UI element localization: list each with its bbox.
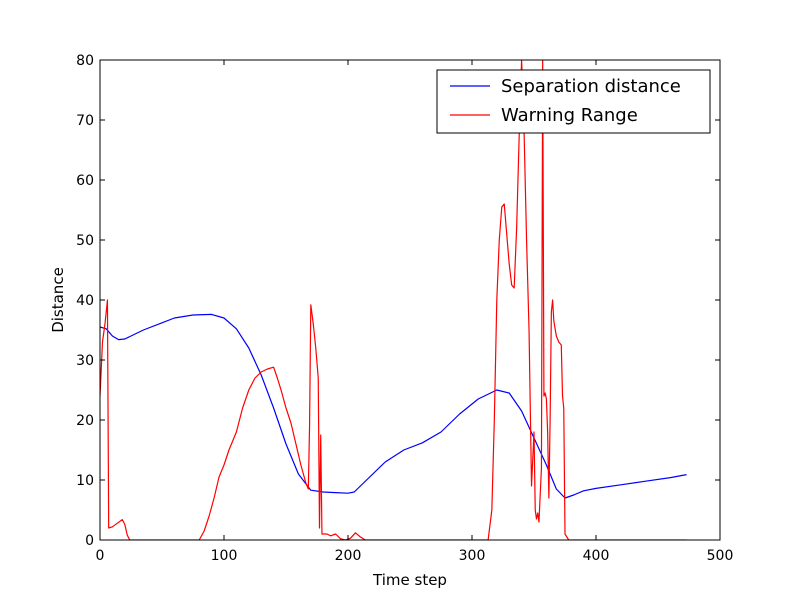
y-tick-label: 30 [76, 353, 94, 369]
legend-label-separation-distance: Separation distance [501, 76, 681, 97]
legend-box [436, 69, 711, 134]
plot-frame [99, 59, 721, 541]
legend-label-warning-range: Warning Range [501, 105, 638, 126]
y-tick-label: 50 [76, 233, 94, 249]
y-tick-label: 0 [85, 533, 94, 549]
y-tick-label: 20 [76, 413, 94, 429]
y-tick-label: 70 [76, 113, 94, 129]
plot-area-background [100, 60, 720, 540]
y-tick-label: 40 [76, 293, 94, 309]
x-axis-label: Time step [372, 571, 447, 589]
x-tick-label: 300 [459, 548, 486, 564]
y-axis-label: Distance [49, 267, 67, 333]
series-line-separation-distance [100, 313, 687, 499]
x-tick-label: 0 [96, 548, 105, 564]
x-tick-label: 400 [583, 548, 610, 564]
x-tick-label: 100 [211, 548, 238, 564]
x-tick-label: 500 [707, 548, 734, 564]
y-tick-label: 60 [76, 173, 94, 189]
x-tick-label: 200 [335, 548, 362, 564]
ticks-layer: 0 100 200 300 400 500 0 10 20 30 40 50 60 70 80 [76, 53, 733, 564]
y-tick-label: 10 [76, 473, 94, 489]
y-tick-label: 80 [76, 53, 94, 69]
legend: Separation distance Warning Range [436, 69, 711, 134]
